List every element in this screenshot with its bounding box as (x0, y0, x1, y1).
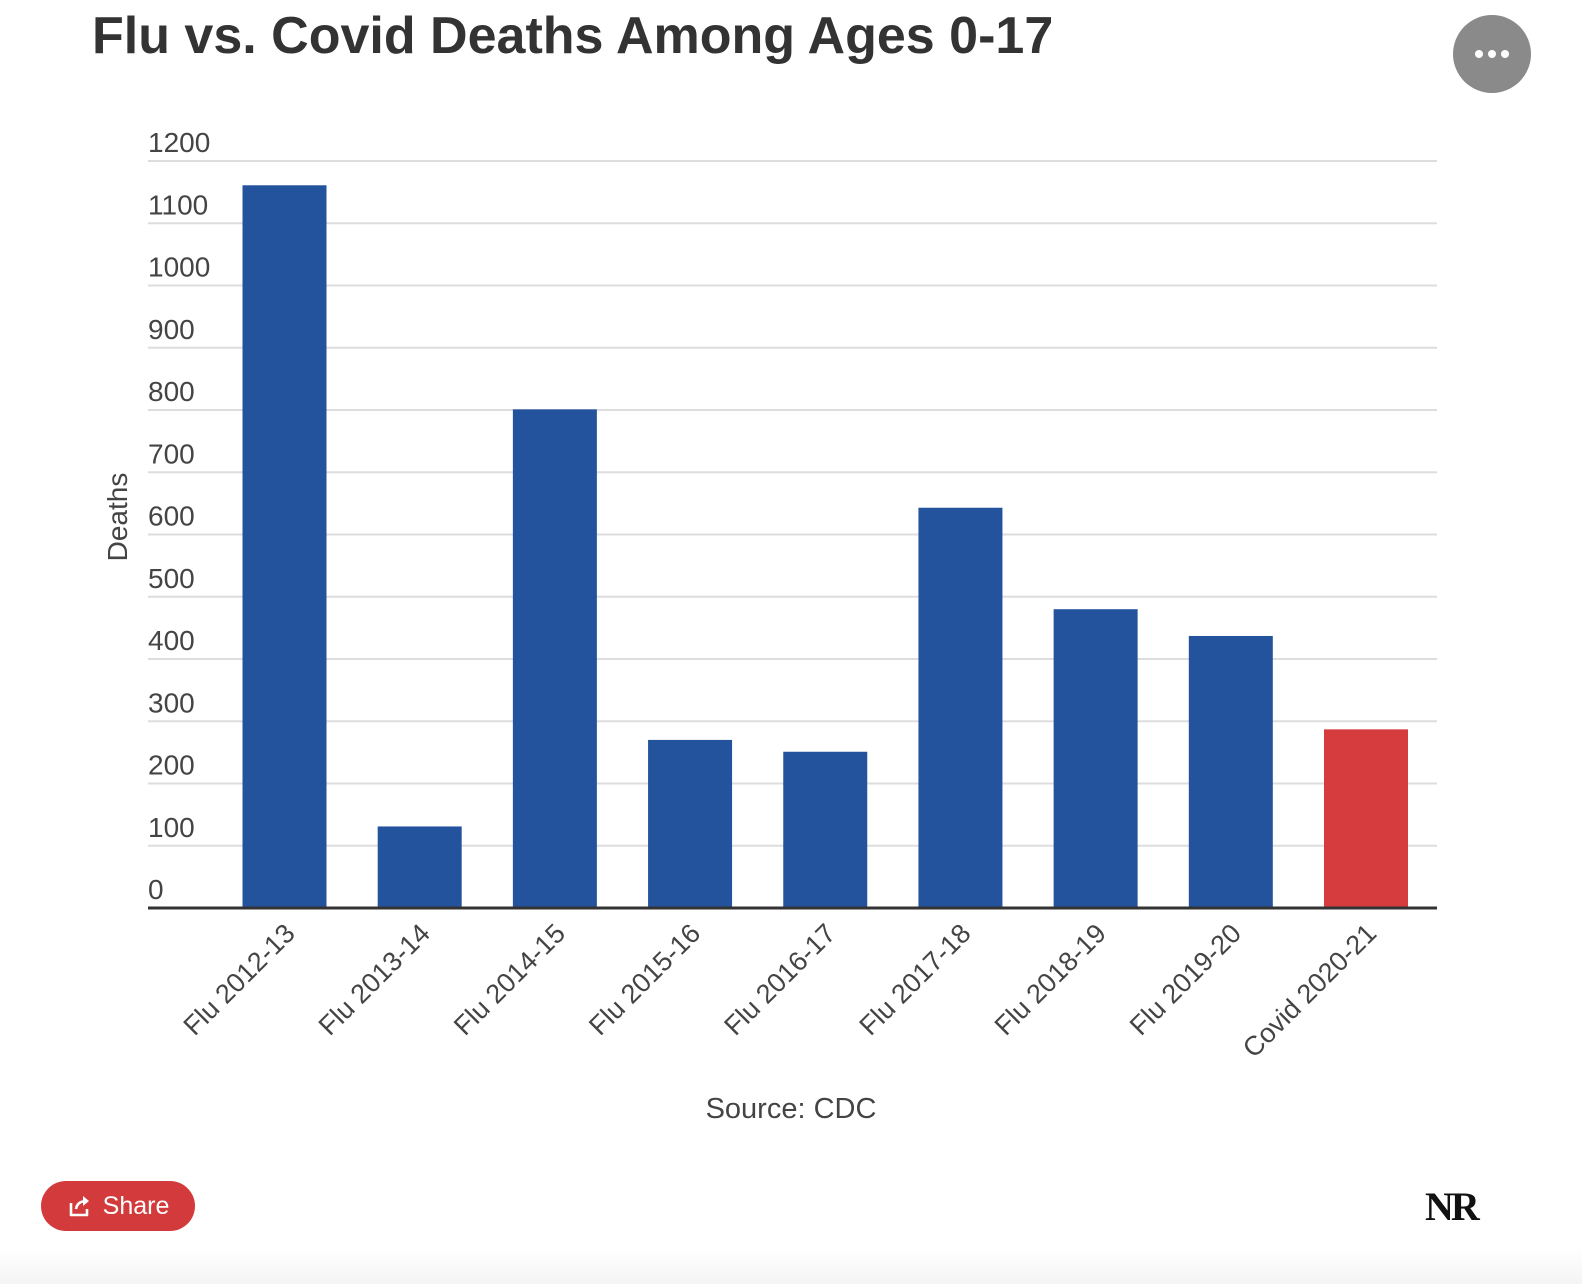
y-tick-label: 1100 (148, 189, 208, 220)
y-tick-label: 300 (148, 687, 195, 718)
x-tick-label: Flu 2018-19 (989, 918, 1112, 1041)
bar-flu-2014-15 (512, 409, 597, 908)
source-note: Source: CDC (705, 1093, 877, 1125)
x-tick-label: Flu 2013-14 (313, 918, 436, 1041)
y-tick-label: 400 (148, 625, 195, 656)
y-tick-label: 0 (148, 874, 164, 905)
ellipsis-icon-dot (1488, 50, 1496, 58)
ellipsis-icon-dot (1501, 50, 1509, 58)
y-tick-label: 600 (148, 501, 195, 532)
y-tick-label: 500 (148, 563, 195, 594)
gridlines (148, 160, 1437, 847)
nr-logo: NR (1425, 1184, 1480, 1229)
bar-flu-2013-14 (377, 826, 462, 908)
bar-chart: 0 100 200 300 400 500 600 700 800 900 1000 1100 1200… (102, 127, 1437, 1063)
share-label: Share (102, 1191, 170, 1220)
x-axis-ticks: Flu 2012-13 Flu 2013-14 Flu 2014-15 Flu 201… (178, 918, 1383, 1063)
bar-flu-2012-13 (242, 185, 327, 909)
bar-flu-2015-16 (648, 739, 733, 908)
x-tick-label: Flu 2016-17 (718, 918, 841, 1041)
bar-flu-2019-20 (1188, 635, 1273, 908)
y-axis-ticks: 0 100 200 300 400 500 600 700 800 900 1000 1100 1200 (148, 127, 210, 905)
y-tick-label: 700 (148, 438, 195, 469)
x-tick-label: Flu 2012-13 (178, 918, 301, 1041)
y-tick-label: 1200 (148, 127, 210, 158)
y-tick-label: 900 (148, 314, 195, 345)
ellipsis-icon-dot (1475, 50, 1483, 58)
share-button[interactable]: Share (41, 1181, 195, 1231)
y-tick-label: 200 (148, 750, 195, 781)
bars (242, 185, 1408, 909)
bottom-strip (0, 1248, 1582, 1284)
bar-flu-2016-17 (783, 751, 868, 908)
x-tick-label: Flu 2015-16 (583, 918, 706, 1041)
y-tick-label: 1000 (148, 252, 210, 283)
chart-title: Flu vs. Covid Deaths Among Ages 0-17 (92, 7, 1054, 65)
y-axis-label: Deaths (102, 473, 133, 562)
bar-covid-2020-21 (1324, 729, 1408, 908)
bar-flu-2017-18 (918, 507, 1003, 908)
x-tick-label: Flu 2017-18 (854, 918, 977, 1041)
x-tick-label: Flu 2014-15 (448, 918, 571, 1041)
bar-flu-2018-19 (1053, 609, 1138, 908)
more-options-button[interactable] (1453, 15, 1531, 93)
share-icon (69, 1196, 89, 1217)
y-tick-label: 100 (148, 812, 195, 843)
x-tick-label: Covid 2020-21 (1237, 918, 1382, 1063)
x-tick-label: Flu 2019-20 (1124, 918, 1247, 1041)
y-tick-label: 800 (148, 376, 195, 407)
